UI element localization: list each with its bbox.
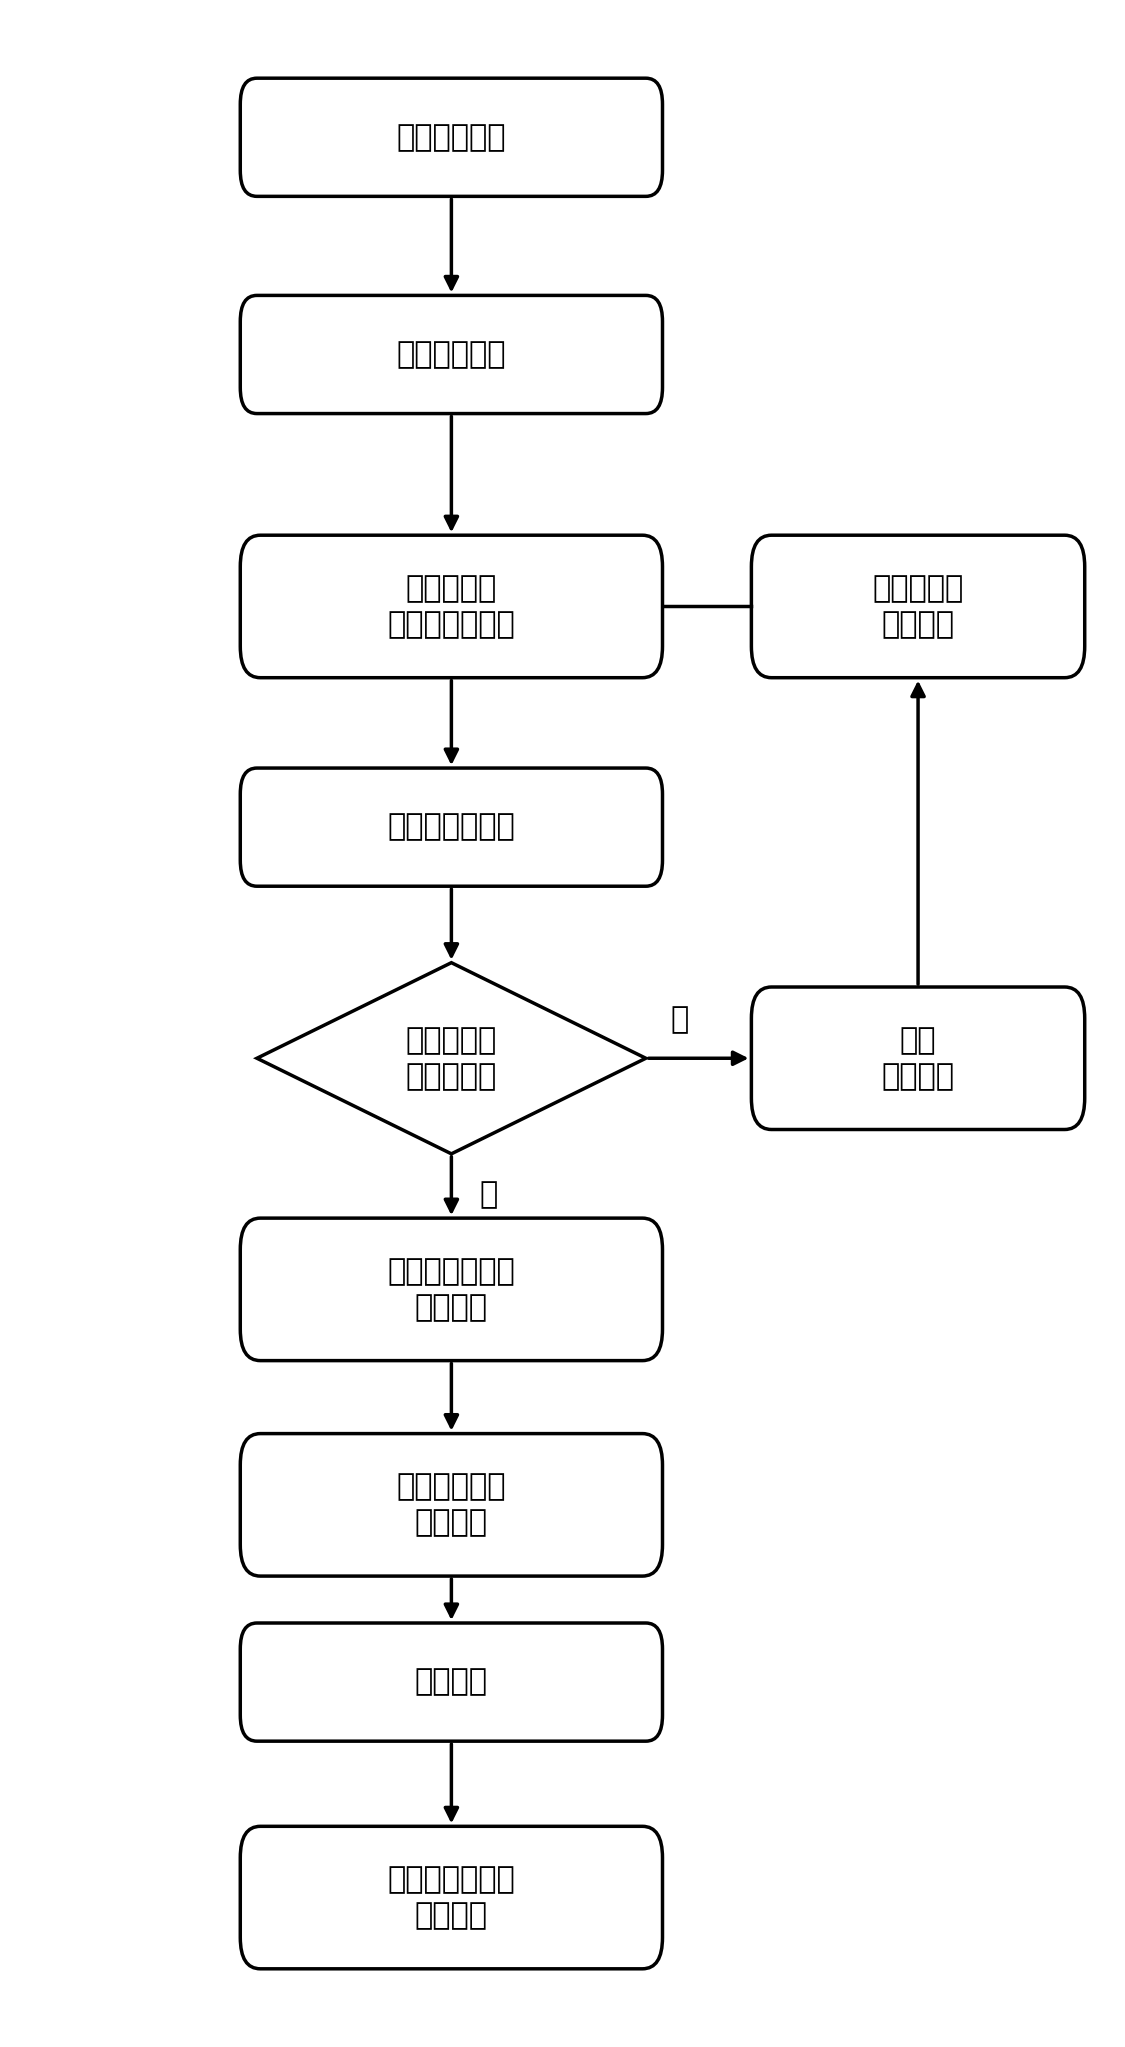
FancyBboxPatch shape [241, 78, 663, 197]
Text: 实时监控注量率: 实时监控注量率 [387, 813, 515, 841]
FancyBboxPatch shape [241, 534, 663, 678]
FancyBboxPatch shape [241, 1623, 663, 1742]
Text: 辐照系统上电，
开始辐照: 辐照系统上电， 开始辐照 [387, 1257, 515, 1322]
Text: 判断注量率
是否稳定？: 判断注量率 是否稳定？ [406, 1026, 497, 1091]
Text: 实验平台搭建: 实验平台搭建 [397, 123, 506, 151]
FancyBboxPatch shape [241, 295, 663, 413]
Text: 发出
标示信号: 发出 标示信号 [882, 1026, 954, 1091]
FancyBboxPatch shape [752, 987, 1084, 1130]
FancyBboxPatch shape [752, 534, 1084, 678]
Text: 否: 否 [670, 1005, 688, 1034]
FancyBboxPatch shape [241, 768, 663, 886]
Text: 保存数据: 保存数据 [415, 1668, 488, 1697]
Text: 预设辐照条件: 预设辐照条件 [397, 340, 506, 368]
FancyBboxPatch shape [241, 1433, 663, 1576]
Polygon shape [256, 962, 646, 1155]
FancyBboxPatch shape [241, 1218, 663, 1361]
Text: 添加注量率
错误标志: 添加注量率 错误标志 [872, 573, 964, 639]
Text: 辐照系统下电，
结束辐照: 辐照系统下电， 结束辐照 [387, 1865, 515, 1930]
Text: 是: 是 [479, 1181, 497, 1210]
Text: 加速器调束
接入加速器参数: 加速器调束 接入加速器参数 [387, 573, 515, 639]
Text: 达到辐照条件
预设阈值: 达到辐照条件 预设阈值 [397, 1472, 506, 1537]
FancyBboxPatch shape [241, 1826, 663, 1969]
